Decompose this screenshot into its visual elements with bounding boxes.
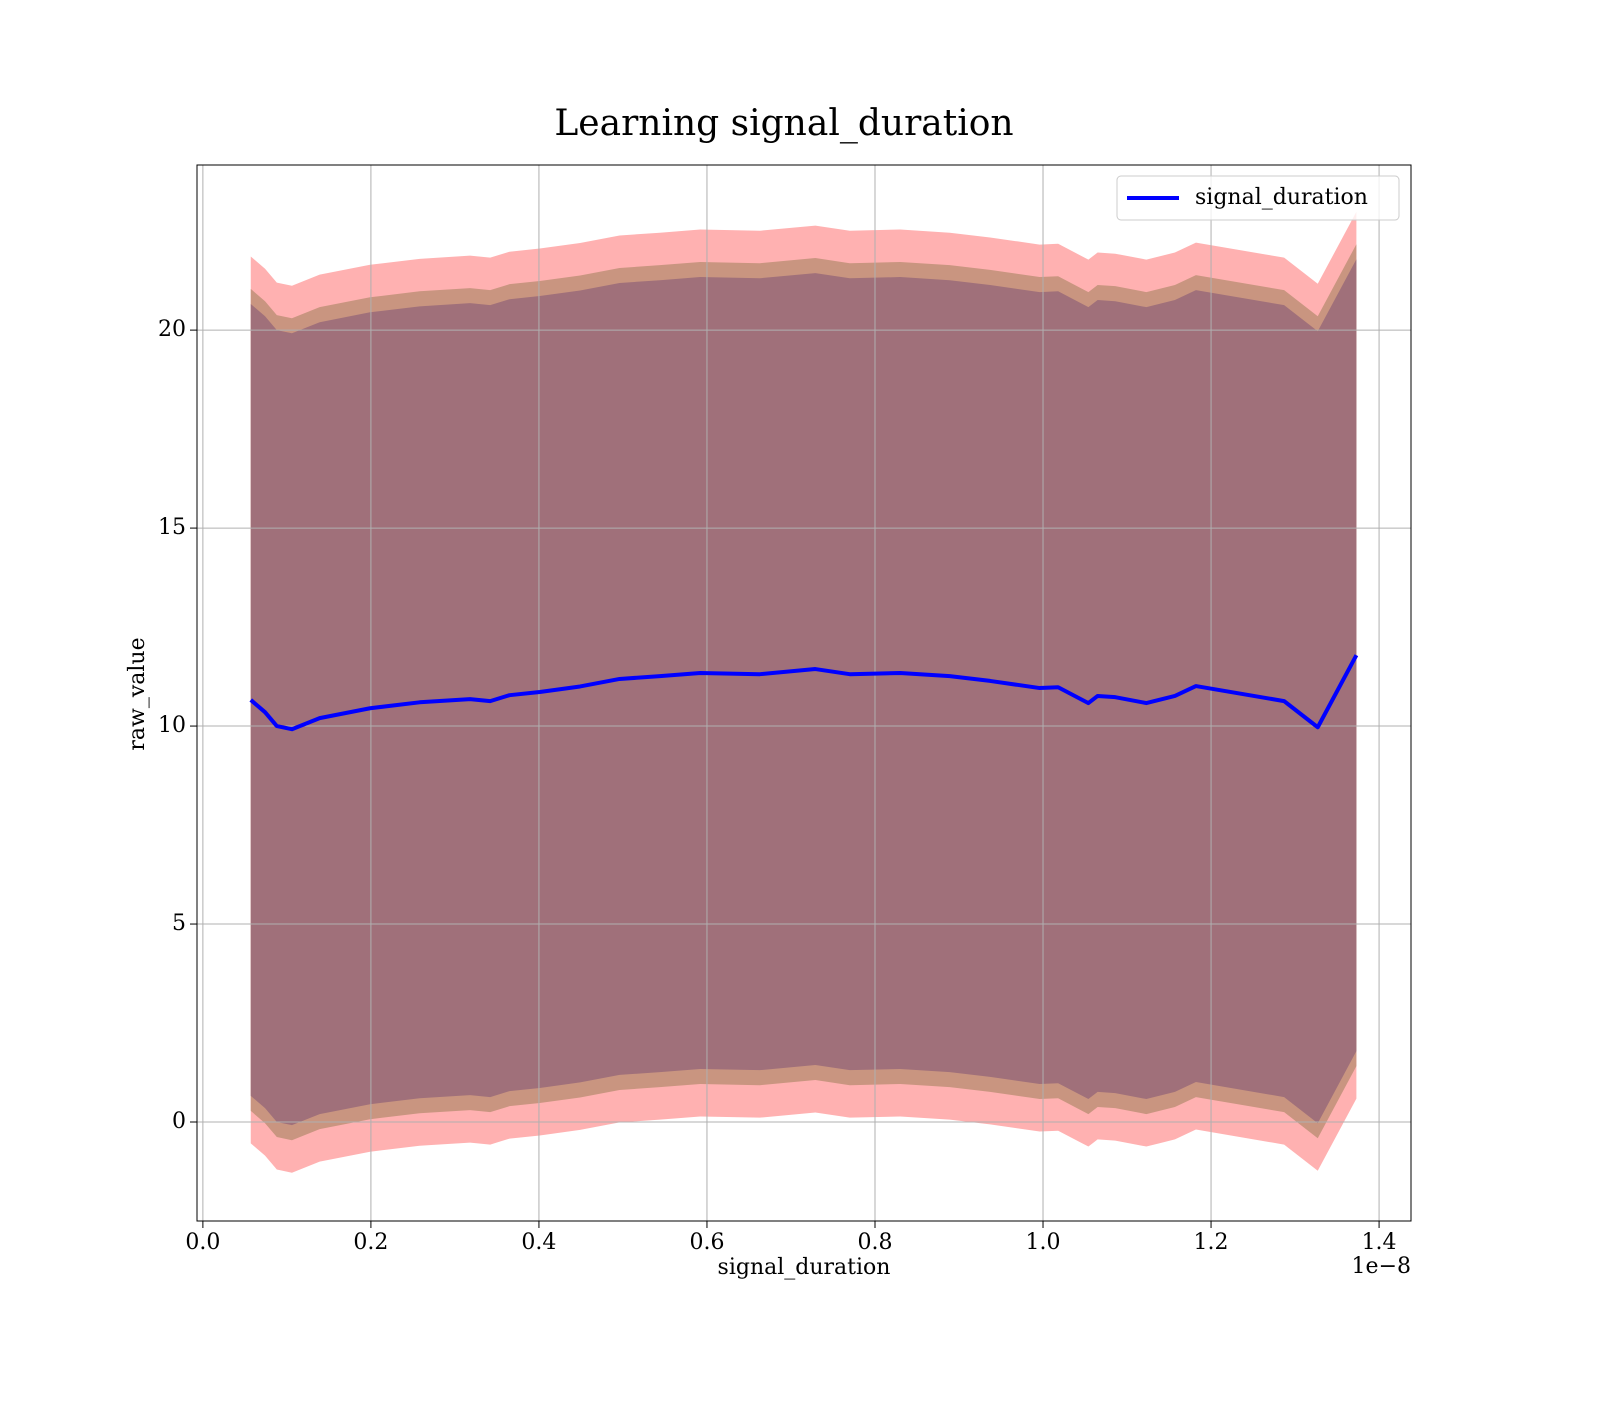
plot-frame [196,164,1412,1222]
y-tick-label: 5 [172,911,186,936]
x-tick-label: 0.8 [857,1230,892,1255]
y-tick-label: 15 [158,515,186,540]
x-tick-label: 0.2 [353,1230,388,1255]
line [249,654,1359,732]
y-tick-label: 10 [158,713,186,738]
x-tick-label: 0.6 [689,1230,724,1255]
x-tick-label: 1.4 [1362,1230,1397,1255]
y-axis-label: raw_value [125,637,150,750]
band [250,259,1357,1126]
legend-label: signal_duration [1195,185,1368,210]
x-axis-label: signal_duration [718,1255,891,1280]
x-tick-label: 1.2 [1194,1230,1229,1255]
x-tick-label: 1.0 [1026,1230,1061,1255]
x-tick-label: 0.0 [185,1230,220,1255]
y-tick-label: 20 [158,317,186,342]
x-offset-label: 1e−8 [1352,1254,1411,1279]
legend-box [1116,175,1400,221]
y-tick-label: 0 [172,1109,186,1134]
x-tick-label: 0.4 [521,1230,556,1255]
chart-title: Learning signal_duration [554,103,1013,144]
